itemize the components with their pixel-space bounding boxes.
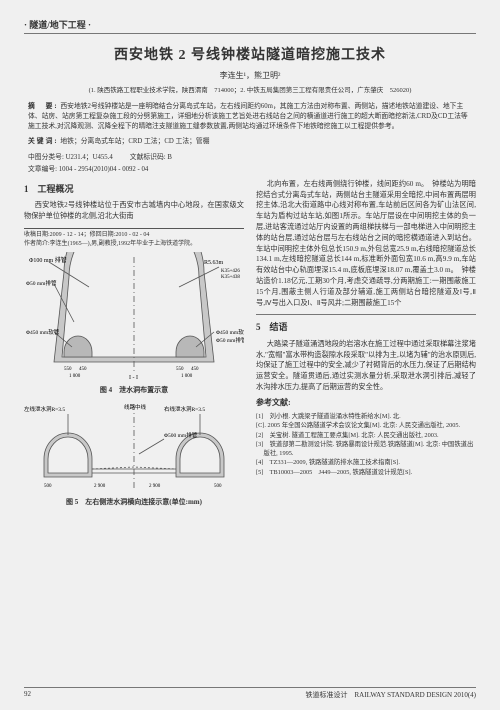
footnote-date: 收稿日期:2009 - 12 - 14；修回日期:2010 - 02 - 04 xyxy=(24,231,244,240)
fig4-phi100: Φ100 mm 排管 xyxy=(29,256,67,264)
fig4-dim-b: 450 xyxy=(79,367,87,372)
fig5-dim-h: 2 900 xyxy=(94,484,106,489)
ref-item: [1] 刘小根. 大跳梁子隧道溢涌水特性新给水[M]. 北. xyxy=(256,413,476,422)
class-value: U231.4；U455.4 xyxy=(66,154,113,161)
footnote-author: 作者简介:李连生(1965—),男,副教授,1992年毕业于上海铁道学院。 xyxy=(24,240,244,249)
ref-item: [3] 铁道部第二勘测设计院. 铁路暴雨设计规范.铁路隧道[M]. 北京: 中国… xyxy=(256,441,476,458)
page-number: 92 xyxy=(24,690,31,700)
ref-item: [4] TZ331—2009, 铁路隧道防排水施工技术指南[S]. xyxy=(256,459,476,468)
divider xyxy=(256,314,476,315)
class-label: 中图分类号: xyxy=(28,154,64,161)
art-value: 1004 - 2954(2010)04 - 0092 - 04 xyxy=(59,166,148,173)
journal-info: 铁道标准设计 RAILWAY STANDARD DESIGN 2010(4) xyxy=(306,690,476,700)
fig4-r1: R5.63m xyxy=(204,260,224,266)
fig4-d450r: Φ450 mm软管 xyxy=(216,328,244,336)
fig4-k2: K35+438 xyxy=(221,275,240,280)
fig4-k1: K35+426 xyxy=(221,269,240,274)
refs-head: 参考文献: xyxy=(256,397,476,409)
fig4-dim-f: 1 000 xyxy=(181,374,193,379)
fig4-phi50l: Φ50 mm排管 xyxy=(26,279,57,287)
section-1-body: 西安地铁2号线钟楼站位于西安市古城墙内中心地段，在国家级文物保护单位钟楼的北侧,… xyxy=(24,200,244,222)
fig4-phi50r: Φ50 mm排管 xyxy=(216,336,244,344)
fig4-dim-a: 550 xyxy=(64,367,72,372)
abstract-label: 摘 要: xyxy=(28,103,59,110)
section-5-body: 大路梁子隧道涌洒地段的岩溶水在施工过程中通过采取梯幕注浆堵水,"宽帽"富水带构造… xyxy=(256,339,476,393)
keywords-block: 关键词: 地铁；分离岛式车站；CRD 工法；CD 工法；管棚 xyxy=(24,137,476,147)
abstract-block: 摘 要: 西安地铁2号线钟楼站是一座明暗结合分离岛式车站，左右线间距约60m，其… xyxy=(24,102,476,133)
abstract-text: 西安地铁2号线钟楼站是一座明暗结合分离岛式车站，左右线间距约60m，其施工方法由… xyxy=(28,103,468,130)
affiliations: (1. 陕西铁路工程职业技术学院，陕西渭南 714000；2. 中铁五局集团第三… xyxy=(24,84,476,94)
figure-5-caption: 图 5 左右侧泄水洞横向连接示意(单位:mm) xyxy=(24,497,244,508)
fig5-leftr: 左线泄水洞R=3.5 xyxy=(24,405,65,413)
art-label: 文章编号: xyxy=(28,166,57,173)
article-number-line: 文章编号: 1004 - 2954(2010)04 - 0092 - 04 xyxy=(24,163,476,173)
right-top-body: 北向布置，左右线两侧绕行钟楼，线间距约60 m。 钟楼站为明暗挖结合式分离岛式车… xyxy=(256,179,476,309)
ref-item: [5] TB10003—2005 J449—2005, 铁路隧道设计规范[S]. xyxy=(256,469,476,478)
category-label: · 隧道/地下工程 · xyxy=(24,18,476,34)
figure-5: 左线泄水洞R=3.5 右线泄水洞R=3.5 线路中线 Φ500 mm排管 500… xyxy=(24,399,244,494)
ref-item: [2] 关宝树. 隧道工程施工要点集[M]. 北京: 人民交通出版社, 2003… xyxy=(256,432,476,441)
authors: 李连生¹，熊卫明² xyxy=(24,70,476,81)
fig4-d450l: Φ450 mm软管 xyxy=(26,328,60,336)
section-5-head: 5 结语 xyxy=(256,321,476,335)
fig5-ctr: 线路中线 xyxy=(124,403,147,411)
keywords-label: 关键词: xyxy=(28,138,59,145)
left-column: 1 工程概况 西安地铁2号线钟楼站位于西安市古城墙内中心地段，在国家级文物保护单… xyxy=(24,179,244,512)
ref-item: [C]. 2005 年全国公路隧道学术会议论文集[M]. 北京: 人民交通出版社… xyxy=(256,422,476,431)
doc-value: B xyxy=(167,154,172,161)
footnote-box: 收稿日期:2009 - 12 - 14；修回日期:2010 - 02 - 04 … xyxy=(24,228,244,249)
article-title: 西安地铁 2 号线钟楼站隧道暗挖施工技术 xyxy=(24,44,476,64)
fig4-dim-c: 1 000 xyxy=(69,374,81,379)
fig5-dim-g: 500 xyxy=(44,484,52,489)
two-column-body: 1 工程概况 西安地铁2号线钟楼站位于西安市古城墙内中心地段，在国家级文物保护单… xyxy=(24,179,476,512)
fig4-sec: I - I xyxy=(129,375,138,381)
fig5-phi500: Φ500 mm排管 xyxy=(164,431,198,439)
fig5-dim-i: 2 900 xyxy=(149,484,161,489)
section-1-head: 1 工程概况 xyxy=(24,183,244,197)
page-footer: 92 铁道标准设计 RAILWAY STANDARD DESIGN 2010(4… xyxy=(24,687,476,700)
doc-label: 文献标识码: xyxy=(130,154,166,161)
fig5-dim-j: 500 xyxy=(214,484,222,489)
fig4-dim-e: 450 xyxy=(191,367,199,372)
fig4-dim-d: 550 xyxy=(176,367,184,372)
fig5-rightr: 右线泄水洞R=3.5 xyxy=(164,405,205,413)
figure-4-caption: 图 4 泄水洞布置示意 xyxy=(24,385,244,396)
classification-line: 中图分类号: U231.4；U455.4 文献标识码: B xyxy=(24,151,476,161)
right-column: 北向布置，左右线两侧绕行钟楼，线间距约60 m。 钟楼站为明暗挖结合式分离岛式车… xyxy=(256,179,476,512)
keywords-text: 地铁；分离岛式车站；CRD 工法；CD 工法；管棚 xyxy=(60,138,209,145)
figure-4: Φ100 mm 排管 R5.63m K35+426 K35+438 Φ50 mm… xyxy=(24,252,244,382)
references-list: [1] 刘小根. 大跳梁子隧道溢涌水特性新给水[M]. 北. [C]. 2005… xyxy=(256,413,476,478)
